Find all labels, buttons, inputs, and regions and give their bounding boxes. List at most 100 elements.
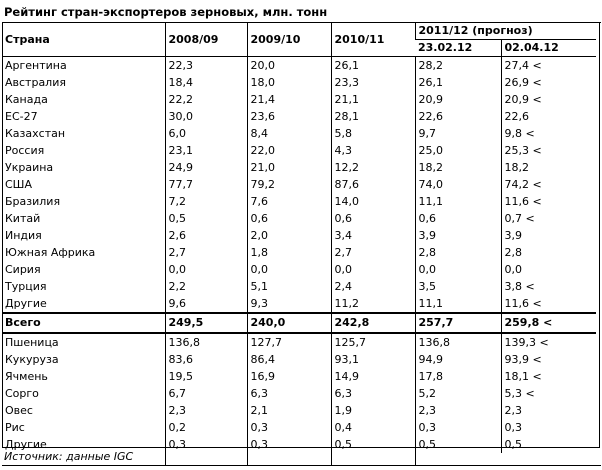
value-cell: 18,2 (414, 159, 501, 176)
value-cell: 26,1 (330, 56, 415, 74)
value-cell: 12,2 (330, 159, 415, 176)
header-forecast-date-2: 02.04.12 (500, 39, 596, 57)
value-cell: 6,3 (330, 385, 415, 402)
value-cell: 5,8 (330, 125, 415, 142)
value-cell: 0,0 (500, 261, 596, 278)
value-cell: 23,1 (164, 142, 247, 159)
table-row: Аргентина 22,3 20,0 26,1 28,2 27,4 < (2, 56, 596, 74)
column-divider (165, 448, 166, 465)
row-label: Бразилия (5, 194, 61, 208)
row-label: Другие (5, 296, 47, 310)
value-cell: 3,8 < (500, 278, 596, 295)
value-cell: 2,7 (164, 244, 247, 261)
value-cell: 22,3 (164, 56, 247, 74)
value-cell: 22,6 (414, 108, 501, 125)
value-cell: 0,4 (330, 419, 415, 436)
value-cell: 2,4 (330, 278, 415, 295)
value-cell: 30,0 (164, 108, 247, 125)
value-cell: 4,3 (330, 142, 415, 159)
value-cell: 9,7 (414, 125, 501, 142)
value-cell: 14,0 (330, 193, 415, 210)
column-divider (415, 448, 416, 465)
value-cell: 17,8 (414, 368, 501, 385)
value-cell: 21,1 (330, 91, 415, 108)
value-cell: 139,3 < (500, 333, 596, 351)
row-label: Всего (2, 312, 165, 334)
title-underline (2, 22, 601, 23)
value-cell: 1,9 (330, 402, 415, 419)
value-cell: 2,8 (414, 244, 501, 261)
data-table: Страна 2008/09 2009/10 2010/11 2011/12 (… (2, 23, 596, 453)
table-row: Украина 24,9 21,0 12,2 18,2 18,2 (2, 159, 596, 176)
table-row: Южная Африка 2,7 1,8 2,7 2,8 2,8 (2, 244, 596, 261)
header-row-1: Страна 2008/09 2009/10 2010/11 2011/12 (… (2, 23, 596, 57)
value-cell: 249,5 (164, 312, 247, 334)
value-cell: 18,0 (246, 74, 331, 91)
value-cell: 18,2 (500, 159, 596, 176)
value-cell: 0,6 (414, 210, 501, 227)
value-cell: 0,7 < (500, 210, 596, 227)
table-row: Китай 0,5 0,6 0,6 0,6 0,7 < (2, 210, 596, 227)
row-label: ЕС-27 (5, 109, 38, 123)
value-cell: 136,8 (414, 333, 501, 351)
row-label: Казахстан (5, 126, 66, 140)
row-label: Турция (5, 279, 47, 293)
table-row: Сирия 0,0 0,0 0,0 0,0 0,0 (2, 261, 596, 278)
value-cell: 22,0 (246, 142, 331, 159)
header-year-2008: 2008/09 (164, 23, 247, 57)
value-cell: 3,9 (500, 227, 596, 244)
value-cell: 93,9 < (500, 351, 596, 368)
value-cell: 22,2 (164, 91, 247, 108)
value-cell: 259,8 < (500, 312, 596, 334)
table-row: Австралия 18,4 18,0 23,3 26,1 26,9 < (2, 74, 596, 91)
value-cell: 20,0 (246, 56, 331, 74)
value-cell: 2,1 (246, 402, 331, 419)
value-cell: 242,8 (330, 312, 415, 334)
value-cell: 3,9 (414, 227, 501, 244)
value-cell: 79,2 (246, 176, 331, 193)
value-cell: 16,9 (246, 368, 331, 385)
header-year-2010: 2010/11 (330, 23, 415, 57)
value-cell: 2,3 (164, 402, 247, 419)
row-label: Китай (5, 211, 41, 225)
value-cell: 0,3 (414, 419, 501, 436)
row-label: Пшеница (5, 335, 59, 349)
table-row: Турция 2,2 5,1 2,4 3,5 3,8 < (2, 278, 596, 295)
value-cell: 0,3 (500, 419, 596, 436)
value-cell: 9,8 < (500, 125, 596, 142)
value-cell: 1,8 (246, 244, 331, 261)
value-cell: 6,3 (246, 385, 331, 402)
row-label: Индия (5, 228, 42, 242)
value-cell: 11,1 (414, 193, 501, 210)
value-cell: 2,8 (500, 244, 596, 261)
value-cell: 28,2 (414, 56, 501, 74)
row-label: Австралия (5, 75, 66, 89)
table-row: Сорго 6,7 6,3 6,3 5,2 5,3 < (2, 385, 596, 402)
value-cell: 7,6 (246, 193, 331, 210)
value-cell: 0,2 (164, 419, 247, 436)
value-cell: 2,2 (164, 278, 247, 295)
table-row: Другие 9,6 9,3 11,2 11,1 11,6 < (2, 295, 596, 313)
value-cell: 5,3 < (500, 385, 596, 402)
value-cell: 0,0 (164, 261, 247, 278)
value-cell: 87,6 (330, 176, 415, 193)
source-note: Источник: данные IGC (4, 450, 134, 463)
value-cell: 20,9 < (500, 91, 596, 108)
value-cell: 0,5 (330, 436, 415, 453)
value-cell: 21,0 (246, 159, 331, 176)
value-cell: 25,0 (414, 142, 501, 159)
value-cell: 3,4 (330, 227, 415, 244)
value-cell: 2,3 (414, 402, 501, 419)
value-cell: 86,4 (246, 351, 331, 368)
value-cell: 0,3 (246, 419, 331, 436)
row-label: Россия (5, 143, 45, 157)
value-cell: 9,6 (164, 295, 247, 313)
header-forecast: 2011/12 (прогноз) (414, 23, 596, 40)
row-label: Украина (5, 160, 54, 174)
column-divider (331, 448, 332, 465)
value-cell: 0,0 (330, 261, 415, 278)
value-cell: 0,3 (246, 436, 331, 453)
value-cell: 11,6 < (500, 295, 596, 313)
value-cell: 2,6 (164, 227, 247, 244)
